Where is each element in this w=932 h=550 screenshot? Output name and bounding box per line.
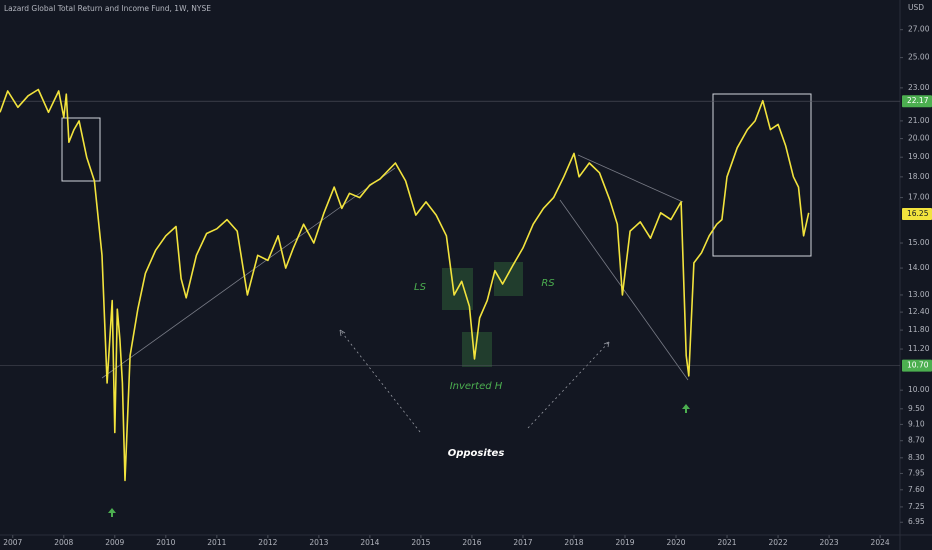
y-tick-label: 19.00 <box>908 152 930 161</box>
y-tick-label: 7.95 <box>908 468 925 477</box>
y-tick-label: 25.00 <box>908 53 930 62</box>
annotation: LS <box>414 282 427 293</box>
y-tick-label: 7.25 <box>908 502 925 511</box>
rs-box <box>494 262 523 296</box>
price-label-box <box>902 207 932 220</box>
x-tick-label: 2023 <box>820 538 839 547</box>
y-tick-label: 12.40 <box>908 307 930 316</box>
x-tick-label: 2013 <box>309 538 328 547</box>
price-label-box <box>902 95 932 108</box>
x-tick-label: 2014 <box>360 538 379 547</box>
currency-label: USD <box>908 3 924 12</box>
chart-title: Lazard Global Total Return and Income Fu… <box>4 4 211 13</box>
x-tick-label: 2021 <box>717 538 736 547</box>
x-tick-label: 2008 <box>54 538 73 547</box>
x-tick-label: 2009 <box>105 538 124 547</box>
up-arrow <box>108 508 116 517</box>
x-tick-label: 2016 <box>462 538 481 547</box>
x-tick-label: 2018 <box>564 538 583 547</box>
price-label-box <box>902 359 932 372</box>
annotation: Inverted H <box>450 381 503 392</box>
price-label: 10.70 <box>907 361 929 370</box>
annotation: Opposites <box>448 448 505 459</box>
x-tick-label: 2017 <box>513 538 532 547</box>
trend-line <box>101 167 396 379</box>
y-tick-label: 10.00 <box>908 385 930 394</box>
annotation: RS <box>541 278 555 289</box>
x-tick-label: 2019 <box>615 538 634 547</box>
y-tick-label: 21.00 <box>908 116 930 125</box>
arrow-head <box>603 341 610 348</box>
dotted-arrow <box>339 329 421 433</box>
y-tick-label: 9.50 <box>908 404 925 413</box>
trend-line <box>559 199 689 381</box>
y-tick-label: 8.30 <box>908 453 925 462</box>
up-arrow <box>682 404 690 413</box>
y-tick-label: 11.20 <box>908 344 930 353</box>
y-tick-label: 9.10 <box>908 419 925 428</box>
y-tick-label: 8.70 <box>908 436 925 445</box>
y-tick-label: 15.00 <box>908 238 930 247</box>
y-tick-label: 27.00 <box>908 25 930 34</box>
y-tick-label: 17.00 <box>908 193 930 202</box>
price-label: 22.17 <box>907 96 929 105</box>
y-tick-label: 14.00 <box>908 263 930 272</box>
x-tick-label: 2015 <box>411 538 430 547</box>
y-tick-label: 7.60 <box>908 485 925 494</box>
box-2021 <box>712 93 812 257</box>
x-tick-label: 2022 <box>769 538 788 547</box>
y-tick-label: 20.00 <box>908 134 930 143</box>
y-tick-label: 11.80 <box>908 325 930 334</box>
y-tick-label: 13.00 <box>908 290 930 299</box>
x-tick-label: 2012 <box>258 538 277 547</box>
x-tick-label: 2007 <box>3 538 22 547</box>
trend-line <box>577 154 684 203</box>
y-tick-label: 18.00 <box>908 172 930 181</box>
x-tick-label: 2020 <box>666 538 685 547</box>
y-tick-label: 23.00 <box>908 83 930 92</box>
x-tick-label: 2010 <box>156 538 175 547</box>
y-tick-label: 6.95 <box>908 517 925 526</box>
price-line <box>0 88 810 482</box>
box-2008 <box>61 117 101 182</box>
x-tick-label: 2024 <box>871 538 890 547</box>
price-label: 16.25 <box>907 209 929 218</box>
x-tick-label: 2011 <box>207 538 226 547</box>
arrow-head <box>339 329 346 337</box>
